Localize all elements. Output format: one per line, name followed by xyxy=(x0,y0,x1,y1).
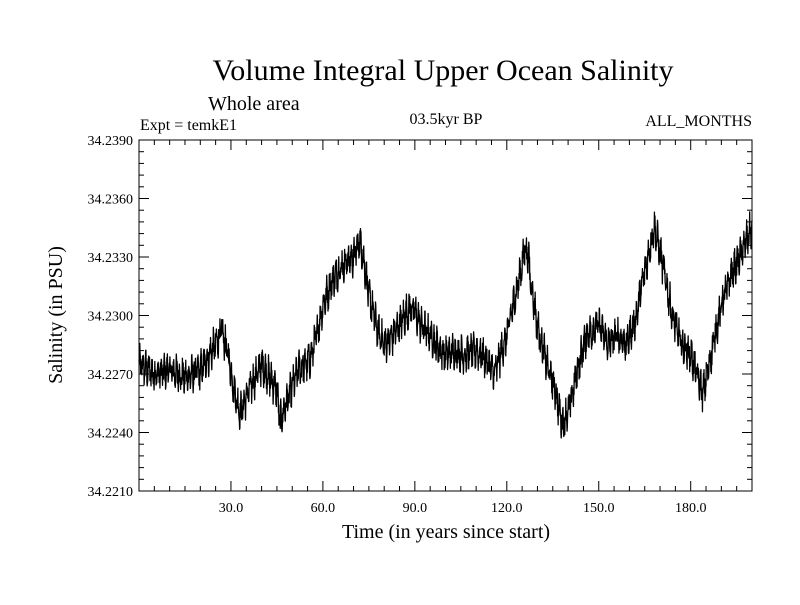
y-tick-label: 34.2240 xyxy=(88,427,134,442)
y-tick-label: 34.2330 xyxy=(88,251,134,266)
x-tick-label: 180.0 xyxy=(675,501,707,516)
chart-title: Volume Integral Upper Ocean Salinity xyxy=(213,54,674,87)
y-tick-label: 34.2270 xyxy=(88,368,134,383)
x-axis-label: Time (in years since start) xyxy=(342,521,550,543)
chart-subtitle: Whole area xyxy=(208,93,300,115)
x-tick-label: 120.0 xyxy=(491,501,523,516)
x-tick-label: 60.0 xyxy=(311,501,336,516)
x-tick-label: 30.0 xyxy=(219,501,244,516)
y-tick-label: 34.2300 xyxy=(88,310,134,325)
period-label: 03.5kyr BP xyxy=(410,111,483,128)
y-axis-label: Salinity (in PSU) xyxy=(45,246,67,384)
x-tick-label: 150.0 xyxy=(583,501,615,516)
salinity-series-line xyxy=(138,211,753,439)
x-tick-label: 90.0 xyxy=(403,501,428,516)
y-tick-label: 34.2390 xyxy=(88,134,134,149)
experiment-label: Expt = temkE1 xyxy=(140,117,237,134)
y-tick-label: 34.2360 xyxy=(88,193,134,208)
y-tick-label: 34.2210 xyxy=(88,485,134,500)
months-label: ALL_MONTHS xyxy=(645,113,752,130)
